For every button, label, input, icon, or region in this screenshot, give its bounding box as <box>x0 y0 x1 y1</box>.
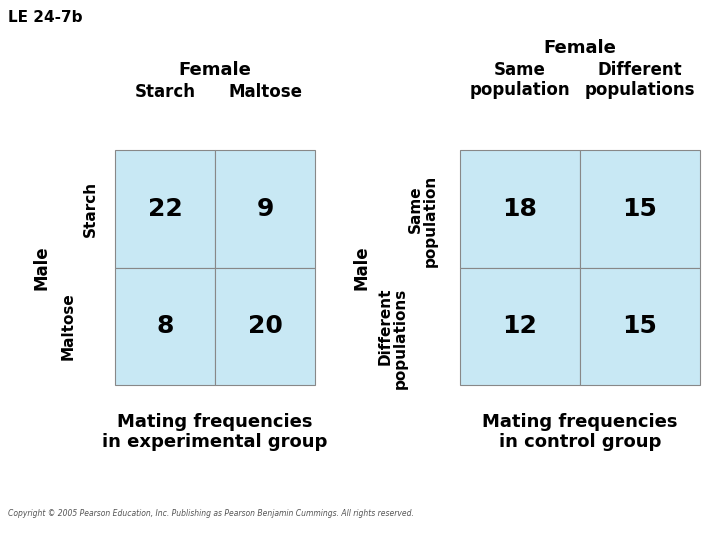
Text: Female: Female <box>544 39 616 57</box>
Bar <box>215 150 315 267</box>
Text: Same: Same <box>408 185 423 233</box>
Text: Maltose: Maltose <box>228 83 302 101</box>
Text: population: population <box>423 174 438 267</box>
Text: Mating frequencies: Mating frequencies <box>482 413 678 431</box>
Text: 18: 18 <box>503 197 537 221</box>
Bar <box>115 267 215 385</box>
Text: Mating frequencies: Mating frequencies <box>117 413 312 431</box>
Text: Same: Same <box>494 61 546 79</box>
Text: 20: 20 <box>248 314 282 338</box>
Text: 12: 12 <box>503 314 537 338</box>
Text: 8: 8 <box>156 314 174 338</box>
Text: in experimental group: in experimental group <box>102 433 328 451</box>
Text: 9: 9 <box>256 197 274 221</box>
Text: Starch: Starch <box>135 83 196 101</box>
Text: Female: Female <box>179 61 251 79</box>
Text: populations: populations <box>585 81 696 99</box>
Text: 15: 15 <box>623 197 657 221</box>
Bar <box>580 267 700 385</box>
Text: populations: populations <box>392 288 408 389</box>
Text: 15: 15 <box>623 314 657 338</box>
Text: population: population <box>469 81 570 99</box>
Bar <box>215 267 315 385</box>
Bar <box>580 150 700 267</box>
Bar <box>460 150 580 267</box>
Text: Starch: Starch <box>83 181 97 237</box>
Text: 22: 22 <box>148 197 182 221</box>
Text: in control group: in control group <box>499 433 661 451</box>
Text: Copyright © 2005 Pearson Education, Inc. Publishing as Pearson Benjamin Cummings: Copyright © 2005 Pearson Education, Inc.… <box>8 509 414 518</box>
Text: Male: Male <box>353 245 371 290</box>
Bar <box>460 267 580 385</box>
Bar <box>115 150 215 267</box>
Text: LE 24-7b: LE 24-7b <box>8 10 83 25</box>
Text: Different: Different <box>377 287 392 365</box>
Text: Maltose: Maltose <box>60 292 76 360</box>
Text: Different: Different <box>598 61 683 79</box>
Text: Male: Male <box>33 245 51 290</box>
